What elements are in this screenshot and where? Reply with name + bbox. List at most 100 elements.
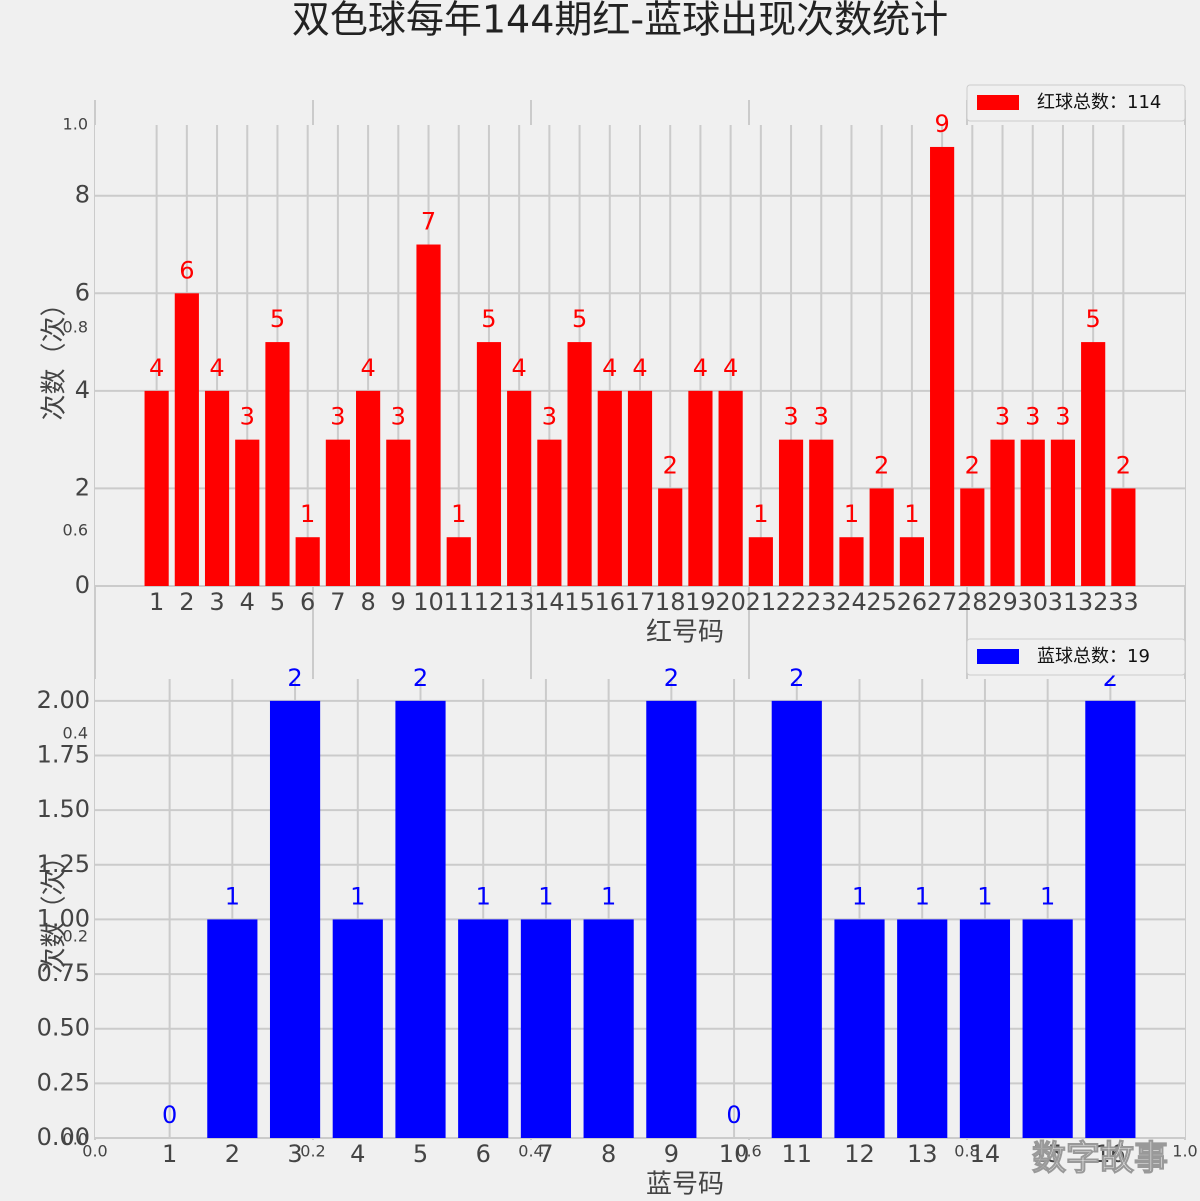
y-tick-label: 0.8 bbox=[63, 318, 88, 337]
value-label: 3 bbox=[814, 403, 829, 431]
x-tick-label: 14 bbox=[534, 588, 565, 616]
bar bbox=[507, 390, 532, 586]
bar bbox=[386, 439, 411, 586]
y-tick-label: 2.00 bbox=[37, 686, 90, 714]
bar bbox=[476, 342, 502, 586]
x-tick-label: 28 bbox=[957, 588, 988, 616]
x-tick-label: 10 bbox=[413, 588, 444, 616]
value-label: 5 bbox=[572, 305, 587, 333]
x-tick-label: 18 bbox=[655, 588, 686, 616]
x-tick-label: 4 bbox=[240, 588, 255, 616]
value-label: 3 bbox=[783, 403, 798, 431]
y-tick-label: 1.50 bbox=[37, 795, 90, 823]
bar bbox=[235, 439, 260, 586]
legend-label: 蓝球总数：19 bbox=[1037, 646, 1150, 667]
legend-swatch bbox=[977, 649, 1019, 664]
value-label: 1 bbox=[225, 882, 240, 910]
x-axis-label: 红号码 bbox=[646, 618, 724, 648]
x-tick-label: 13 bbox=[907, 1140, 938, 1168]
bar bbox=[930, 146, 955, 586]
bar bbox=[646, 700, 697, 1138]
bar bbox=[834, 919, 885, 1138]
bar bbox=[356, 390, 381, 586]
y-tick-label: 0.50 bbox=[37, 1014, 90, 1042]
value-label: 3 bbox=[995, 403, 1010, 431]
value-label: 7 bbox=[421, 208, 436, 236]
bar bbox=[204, 390, 230, 586]
bar bbox=[537, 439, 562, 586]
bar bbox=[627, 390, 653, 586]
y-tick-label: 6 bbox=[75, 278, 90, 306]
value-label: 2 bbox=[663, 451, 678, 479]
bar bbox=[897, 919, 948, 1138]
bar bbox=[295, 537, 320, 586]
x-axis-label: 蓝号码 bbox=[646, 1170, 724, 1200]
value-label: 1 bbox=[300, 500, 315, 528]
bar bbox=[748, 537, 773, 586]
bar bbox=[1081, 342, 1106, 586]
bar bbox=[207, 919, 258, 1138]
x-tick-label: 0.4 bbox=[518, 1142, 543, 1161]
bar bbox=[869, 488, 894, 586]
bar bbox=[959, 919, 1011, 1138]
value-label: 0 bbox=[162, 1101, 177, 1129]
bar bbox=[899, 537, 924, 586]
bar bbox=[658, 488, 683, 586]
bar bbox=[1085, 700, 1136, 1138]
bar bbox=[567, 342, 592, 586]
bar bbox=[597, 390, 622, 586]
y-axis-label: 次数（次） bbox=[40, 290, 70, 420]
x-tick-label: 13 bbox=[504, 588, 535, 616]
y-axis-label: 次数（次） bbox=[40, 843, 70, 973]
value-label: 2 bbox=[874, 451, 889, 479]
x-tick-label: 4 bbox=[350, 1140, 365, 1168]
x-tick-label: 12 bbox=[474, 588, 505, 616]
value-label: 6 bbox=[179, 256, 194, 284]
value-label: 4 bbox=[209, 354, 224, 382]
legend-label: 红球总数：114 bbox=[1037, 92, 1161, 113]
bar bbox=[458, 919, 509, 1138]
value-label: 4 bbox=[512, 354, 527, 382]
x-tick-label: 16 bbox=[595, 588, 626, 616]
x-tick-label: 14 bbox=[970, 1140, 1001, 1168]
x-tick-label: 6 bbox=[476, 1140, 491, 1168]
value-label: 4 bbox=[693, 354, 708, 382]
bar bbox=[265, 342, 290, 586]
value-label: 4 bbox=[632, 354, 647, 382]
x-tick-label: 29 bbox=[987, 588, 1018, 616]
x-tick-label: 8 bbox=[601, 1140, 616, 1168]
legend-swatch bbox=[977, 95, 1019, 110]
bar bbox=[583, 919, 634, 1138]
value-label: 5 bbox=[481, 305, 496, 333]
bar bbox=[269, 700, 321, 1138]
x-tick-label: 1 bbox=[149, 588, 164, 616]
x-tick-label: 1.0 bbox=[1172, 1142, 1197, 1161]
x-tick-label: 25 bbox=[866, 588, 897, 616]
x-tick-label: 27 bbox=[927, 588, 958, 616]
x-tick-label: 21 bbox=[746, 588, 777, 616]
x-tick-label: 30 bbox=[1017, 588, 1048, 616]
bar bbox=[446, 537, 471, 586]
x-tick-label: 6 bbox=[300, 588, 315, 616]
value-label: 1 bbox=[350, 882, 365, 910]
legend-box bbox=[966, 638, 1186, 676]
x-tick-label: 0.0 bbox=[82, 1142, 107, 1161]
y-tick-label: 1.75 bbox=[37, 741, 90, 769]
value-label: 2 bbox=[287, 664, 302, 692]
x-tick-label: 33 bbox=[1108, 588, 1139, 616]
x-tick-label: 0.2 bbox=[300, 1142, 325, 1161]
bar bbox=[1050, 439, 1076, 586]
bar bbox=[778, 439, 804, 586]
bar bbox=[839, 537, 864, 586]
x-tick-label: 17 bbox=[625, 588, 656, 616]
x-tick-label: 19 bbox=[685, 588, 716, 616]
y-tick-label: 2 bbox=[75, 473, 90, 501]
value-label: 3 bbox=[330, 403, 345, 431]
watermark: 数字故事 bbox=[1032, 1139, 1168, 1179]
x-tick-label: 0.6 bbox=[736, 1142, 761, 1161]
value-label: 1 bbox=[538, 882, 553, 910]
value-label: 0 bbox=[726, 1101, 741, 1129]
y-tick-label: 0.4 bbox=[63, 724, 88, 743]
x-tick-label: 15 bbox=[1032, 1140, 1063, 1168]
value-label: 1 bbox=[451, 500, 466, 528]
